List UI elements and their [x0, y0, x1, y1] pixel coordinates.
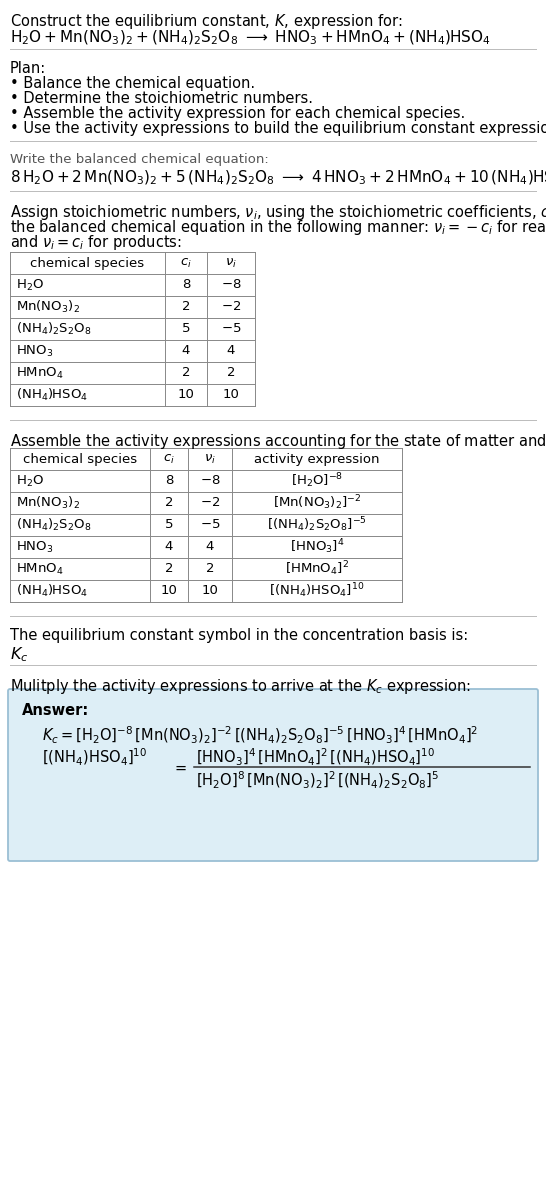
Text: Mulitply the activity expressions to arrive at the $K_c$ expression:: Mulitply the activity expressions to arr…	[10, 677, 471, 696]
Text: 8: 8	[165, 474, 173, 488]
Text: $\mathrm{Mn(NO_3)_2}$: $\mathrm{Mn(NO_3)_2}$	[16, 299, 80, 315]
Text: Answer:: Answer:	[22, 703, 89, 718]
Text: $-5$: $-5$	[221, 323, 241, 335]
Text: chemical species: chemical species	[23, 453, 137, 466]
Text: $K_c$: $K_c$	[10, 645, 28, 664]
Text: 10: 10	[201, 584, 218, 597]
Text: the balanced chemical equation in the following manner: $\nu_i = -c_i$ for react: the balanced chemical equation in the fo…	[10, 218, 546, 237]
Text: chemical species: chemical species	[31, 256, 145, 269]
Text: $-8$: $-8$	[221, 279, 241, 292]
Text: $\nu_i$: $\nu_i$	[204, 453, 216, 466]
Text: $-5$: $-5$	[200, 519, 220, 532]
Text: $[(\mathrm{NH_4})_2\mathrm{S_2O_8}]^{-5}$: $[(\mathrm{NH_4})_2\mathrm{S_2O_8}]^{-5}…	[267, 516, 367, 534]
Text: 5: 5	[182, 323, 190, 335]
Text: 10: 10	[161, 584, 177, 597]
Text: $[(\mathrm{NH_4})\mathrm{HSO_4}]^{10}$: $[(\mathrm{NH_4})\mathrm{HSO_4}]^{10}$	[42, 747, 147, 768]
Text: $c_i$: $c_i$	[180, 256, 192, 269]
Text: Plan:: Plan:	[10, 61, 46, 76]
Text: 2: 2	[206, 563, 214, 576]
Text: $\mathrm{(NH_4)HSO_4}$: $\mathrm{(NH_4)HSO_4}$	[16, 387, 88, 403]
Text: 2: 2	[165, 497, 173, 509]
Text: $=$: $=$	[172, 759, 188, 775]
Text: Assemble the activity expressions accounting for the state of matter and $\nu_i$: Assemble the activity expressions accoun…	[10, 432, 546, 451]
Text: • Balance the chemical equation.: • Balance the chemical equation.	[10, 76, 255, 91]
FancyBboxPatch shape	[8, 689, 538, 861]
Text: Write the balanced chemical equation:: Write the balanced chemical equation:	[10, 153, 269, 166]
Text: and $\nu_i = c_i$ for products:: and $\nu_i = c_i$ for products:	[10, 232, 182, 252]
Text: $-2$: $-2$	[200, 497, 220, 509]
Text: $\mathrm{H_2O}$: $\mathrm{H_2O}$	[16, 278, 44, 292]
Text: $[(\mathrm{NH_4})\mathrm{HSO_4}]^{10}$: $[(\mathrm{NH_4})\mathrm{HSO_4}]^{10}$	[269, 582, 365, 601]
Text: 10: 10	[177, 389, 194, 402]
Text: 4: 4	[165, 540, 173, 553]
Text: $\mathrm{(NH_4)_2S_2O_8}$: $\mathrm{(NH_4)_2S_2O_8}$	[16, 517, 92, 533]
Text: $[\mathrm{Mn(NO_3)_2}]^{-2}$: $[\mathrm{Mn(NO_3)_2}]^{-2}$	[273, 493, 361, 513]
Text: $\mathrm{HNO_3}$: $\mathrm{HNO_3}$	[16, 540, 54, 554]
Text: $\mathrm{HMnO_4}$: $\mathrm{HMnO_4}$	[16, 561, 64, 577]
Text: $[\mathrm{H_2O}]^{8}\,[\mathrm{Mn(NO_3)_2}]^{2}\,[(\mathrm{NH_4})_2\mathrm{S_2O_: $[\mathrm{H_2O}]^{8}\,[\mathrm{Mn(NO_3)_…	[196, 770, 440, 791]
Text: 8: 8	[182, 279, 190, 292]
Text: $c_i$: $c_i$	[163, 453, 175, 466]
Text: $[\mathrm{HNO_3}]^{4}$: $[\mathrm{HNO_3}]^{4}$	[290, 538, 344, 557]
Text: $[\mathrm{H_2O}]^{-8}$: $[\mathrm{H_2O}]^{-8}$	[291, 472, 343, 490]
Text: 2: 2	[227, 366, 235, 379]
Text: • Determine the stoichiometric numbers.: • Determine the stoichiometric numbers.	[10, 91, 313, 106]
Text: activity expression: activity expression	[254, 453, 380, 466]
Text: $K_c = [\mathrm{H_2O}]^{-8}\,[\mathrm{Mn(NO_3)_2}]^{-2}\,[(\mathrm{NH_4})_2\math: $K_c = [\mathrm{H_2O}]^{-8}\,[\mathrm{Mn…	[42, 725, 478, 746]
Text: $\mathrm{Mn(NO_3)_2}$: $\mathrm{Mn(NO_3)_2}$	[16, 495, 80, 511]
Text: 4: 4	[206, 540, 214, 553]
Text: $\mathrm{(NH_4)HSO_4}$: $\mathrm{(NH_4)HSO_4}$	[16, 583, 88, 600]
Text: • Assemble the activity expression for each chemical species.: • Assemble the activity expression for e…	[10, 106, 465, 122]
Text: 4: 4	[182, 344, 190, 358]
Text: $-2$: $-2$	[221, 300, 241, 313]
Text: 10: 10	[223, 389, 240, 402]
Text: $\mathrm{H_2O}$: $\mathrm{H_2O}$	[16, 473, 44, 489]
Text: Assign stoichiometric numbers, $\nu_i$, using the stoichiometric coefficients, $: Assign stoichiometric numbers, $\nu_i$, …	[10, 203, 546, 222]
Text: $8\,\mathrm{H_2O + 2\,Mn(NO_3)_2 + 5\,(NH_4)_2S_2O_8}$ $\longrightarrow$ $\mathr: $8\,\mathrm{H_2O + 2\,Mn(NO_3)_2 + 5\,(N…	[10, 169, 546, 187]
Text: 5: 5	[165, 519, 173, 532]
Text: $\mathrm{H_2O + Mn(NO_3)_2 + (NH_4)_2S_2O_8}$ $\longrightarrow$ $\mathrm{HNO_3 +: $\mathrm{H_2O + Mn(NO_3)_2 + (NH_4)_2S_2…	[10, 29, 491, 48]
Text: 4: 4	[227, 344, 235, 358]
Text: 2: 2	[165, 563, 173, 576]
Text: $\mathrm{HMnO_4}$: $\mathrm{HMnO_4}$	[16, 366, 64, 380]
Text: The equilibrium constant symbol in the concentration basis is:: The equilibrium constant symbol in the c…	[10, 628, 468, 642]
Text: $-8$: $-8$	[200, 474, 220, 488]
Text: 2: 2	[182, 300, 190, 313]
Text: $[\mathrm{HNO_3}]^{4}\,[\mathrm{HMnO_4}]^{2}\,[(\mathrm{NH_4})\mathrm{HSO_4}]^{1: $[\mathrm{HNO_3}]^{4}\,[\mathrm{HMnO_4}]…	[196, 747, 435, 768]
Text: Construct the equilibrium constant, $K$, expression for:: Construct the equilibrium constant, $K$,…	[10, 12, 402, 31]
Text: • Use the activity expressions to build the equilibrium constant expression.: • Use the activity expressions to build …	[10, 122, 546, 136]
Text: $\nu_i$: $\nu_i$	[225, 256, 237, 269]
Text: $[\mathrm{HMnO_4}]^{2}$: $[\mathrm{HMnO_4}]^{2}$	[285, 560, 349, 578]
Text: $\mathrm{HNO_3}$: $\mathrm{HNO_3}$	[16, 343, 54, 359]
Text: 2: 2	[182, 366, 190, 379]
Text: $\mathrm{(NH_4)_2S_2O_8}$: $\mathrm{(NH_4)_2S_2O_8}$	[16, 321, 92, 337]
